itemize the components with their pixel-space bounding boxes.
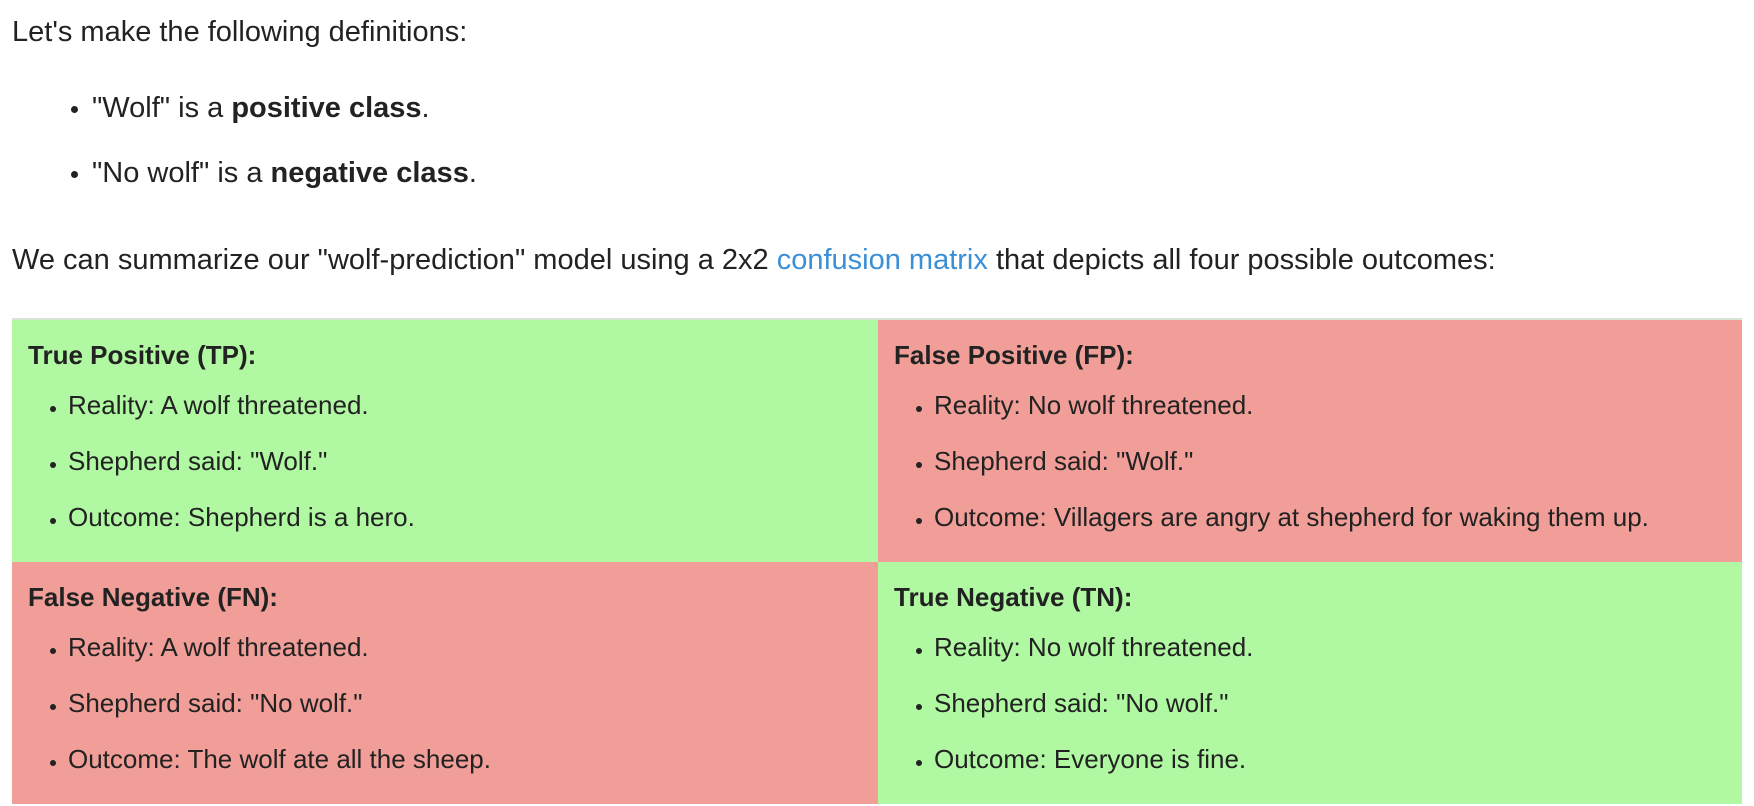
cell-item-reality: Reality: No wolf threatened.	[934, 630, 1726, 664]
cell-title: True Negative (TN):	[894, 582, 1133, 612]
cell-title: False Positive (FP):	[894, 340, 1134, 370]
summary-after: that depicts all four possible outcomes:	[987, 244, 1496, 276]
definition-term: negative class	[270, 157, 469, 189]
confusion-matrix-table: True Positive (TP): Reality: A wolf thre…	[12, 318, 1742, 804]
cell-item-reality: Reality: A wolf threatened.	[68, 388, 862, 422]
cell-items: Reality: No wolf threatened. Shepherd sa…	[894, 388, 1726, 534]
intro-text: Let's make the following definitions:	[12, 16, 468, 48]
cell-item-outcome: Outcome: Everyone is fine.	[934, 742, 1726, 776]
false-negative-cell: False Negative (FN): Reality: A wolf thr…	[12, 562, 878, 804]
cell-item-shepherd-said: Shepherd said: "No wolf."	[934, 686, 1726, 720]
definition-term: positive class	[231, 92, 422, 124]
confusion-matrix-link[interactable]: confusion matrix	[776, 244, 988, 276]
definition-suffix: .	[421, 92, 430, 124]
cell-item-shepherd-said: Shepherd said: "Wolf."	[68, 444, 862, 478]
true-positive-cell: True Positive (TP): Reality: A wolf thre…	[12, 320, 878, 562]
cell-item-outcome: Outcome: The wolf ate all the sheep.	[68, 742, 862, 776]
summary-text: We can summarize our "wolf-prediction" m…	[12, 240, 1496, 280]
cell-items: Reality: A wolf threatened. Shepherd sai…	[28, 388, 862, 534]
cell-item-outcome: Outcome: Villagers are angry at shepherd…	[934, 500, 1726, 534]
definition-prefix: "Wolf" is a	[92, 92, 232, 124]
definition-suffix: .	[468, 157, 477, 189]
cell-items: Reality: A wolf threatened. Shepherd sai…	[28, 630, 862, 776]
summary-before: We can summarize our "wolf-prediction" m…	[12, 244, 777, 276]
cell-item-shepherd-said: Shepherd said: "No wolf."	[68, 686, 862, 720]
definitions-list: "Wolf" is a positive class. "No wolf" is…	[12, 88, 477, 193]
cell-title: False Negative (FN):	[28, 582, 278, 612]
cell-item-shepherd-said: Shepherd said: "Wolf."	[934, 444, 1726, 478]
definition-prefix: "No wolf" is a	[92, 157, 271, 189]
false-positive-cell: False Positive (FP): Reality: No wolf th…	[878, 320, 1742, 562]
cell-item-reality: Reality: No wolf threatened.	[934, 388, 1726, 422]
definition-positive-class: "Wolf" is a positive class.	[92, 88, 477, 128]
definition-negative-class: "No wolf" is a negative class.	[92, 153, 477, 193]
cell-item-reality: Reality: A wolf threatened.	[68, 630, 862, 664]
cell-item-outcome: Outcome: Shepherd is a hero.	[68, 500, 862, 534]
cell-items: Reality: No wolf threatened. Shepherd sa…	[894, 630, 1726, 776]
true-negative-cell: True Negative (TN): Reality: No wolf thr…	[878, 562, 1742, 804]
cell-title: True Positive (TP):	[28, 340, 257, 370]
